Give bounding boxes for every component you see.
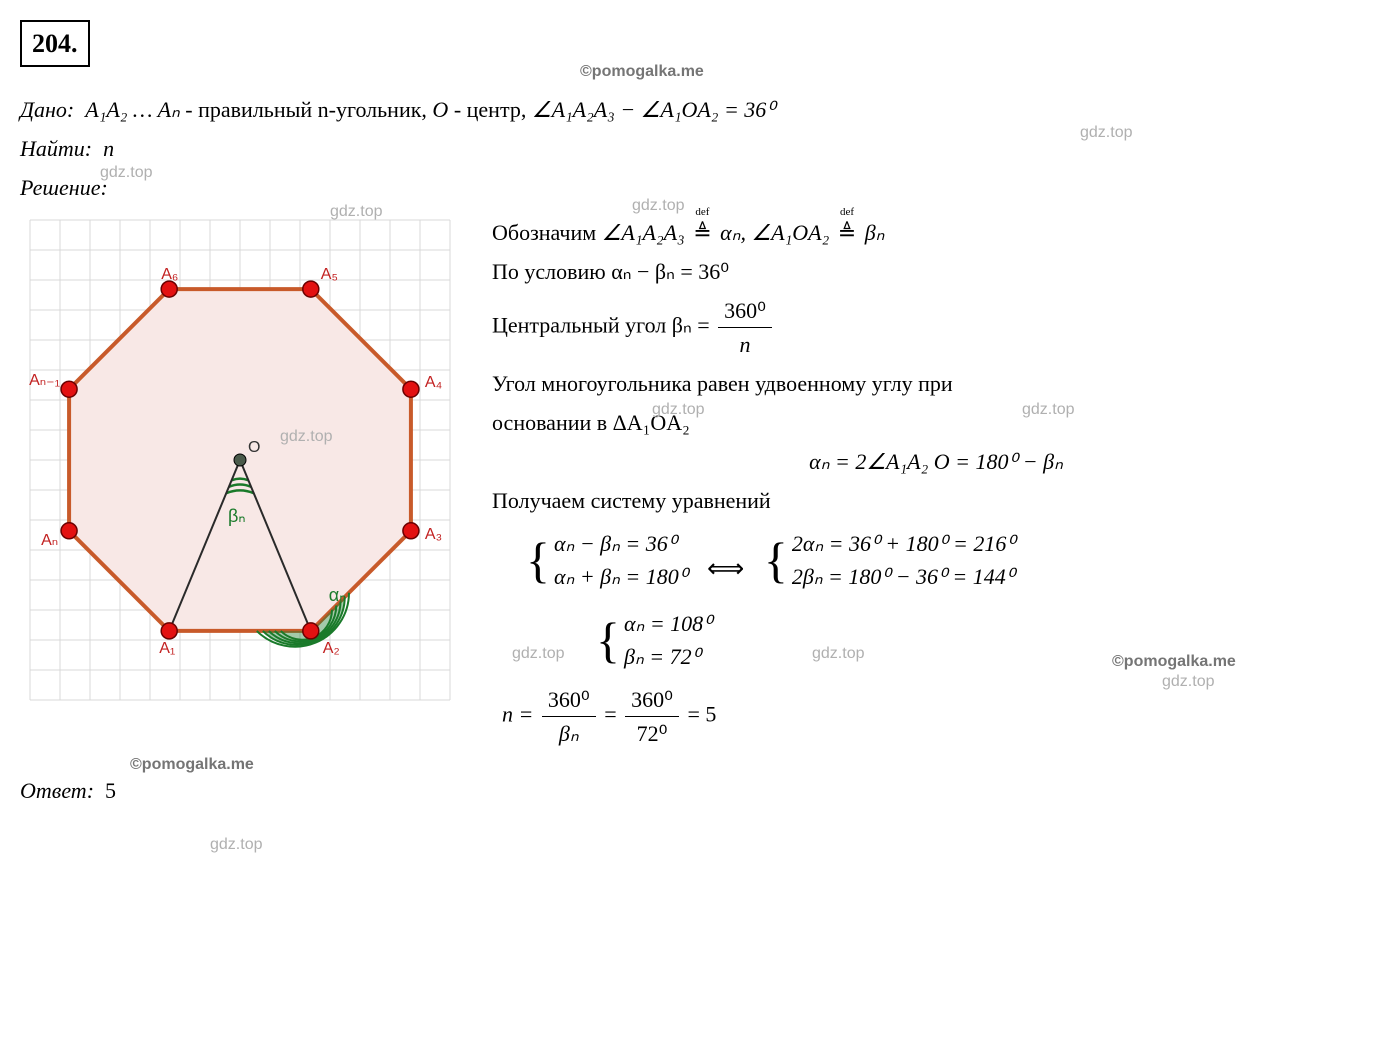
line2: По условию αₙ − βₙ = 36⁰ xyxy=(492,259,729,284)
line1-b: ∠A₁A₂A₃ xyxy=(602,220,685,245)
watermark-gdz: gdz.top xyxy=(812,642,864,666)
sys1-r2: αₙ + βₙ = 180⁰ xyxy=(554,560,688,593)
find-var: n xyxy=(98,136,115,161)
def-eq-icon: ≜ xyxy=(693,216,711,249)
svg-text:A₃: A₃ xyxy=(425,526,442,543)
line1-e: βₙ xyxy=(865,220,885,245)
frac-den: βₙ xyxy=(542,717,596,750)
polygon-diagram: A₁ A₂ A₃ A₄ A₅ A₆ Aₙ₋₁ Aₙ O βₙ αₙ xyxy=(20,210,460,710)
watermark-pomogalka: ©pomogalka.me xyxy=(130,753,254,777)
given-line: Дано: A₁A₂ … Aₙ - правильный n-угольник,… xyxy=(20,93,1380,126)
watermark-gdz: gdz.top xyxy=(1080,121,1132,145)
frac-num: 360⁰ xyxy=(718,294,772,328)
given-text-2: - центр, xyxy=(454,97,532,122)
watermark-gdz: gdz.top xyxy=(330,200,382,224)
fraction: 360⁰ n xyxy=(718,294,772,361)
watermark-gdz: gdz.top xyxy=(1162,670,1214,694)
svg-text:Aₙ: Aₙ xyxy=(41,532,58,549)
line4-a: Угол многоугольника равен удвоенному угл… xyxy=(492,371,953,396)
line1-a: Обозначим xyxy=(492,220,602,245)
solution-label: Решение: xyxy=(20,171,1380,204)
brace-icon: { xyxy=(526,536,550,584)
svg-text:A₄: A₄ xyxy=(425,374,442,391)
line3-a: Центральный угол βₙ = xyxy=(492,313,715,338)
solution-text: gdz.top Обозначим ∠A₁A₂A₃ ≜ αₙ, ∠A₁OA₂ ≜… xyxy=(492,210,1380,756)
fraction: 360⁰ βₙ xyxy=(542,683,596,750)
eq1: αₙ = 2∠A₁A₂ O = 180⁰ − βₙ xyxy=(492,445,1380,478)
frac-num: 360⁰ xyxy=(542,683,596,717)
svg-text:O: O xyxy=(248,439,260,456)
fraction: 360⁰ 72⁰ xyxy=(625,683,679,750)
iff-icon: ⟺ xyxy=(707,554,744,583)
watermark-gdz: gdz.top xyxy=(512,642,564,666)
system-3: { αₙ = 108⁰ βₙ = 72⁰ xyxy=(596,607,712,673)
line5: Получаем систему уравнений xyxy=(492,484,1380,517)
given-text-1: - правильный n-угольник, xyxy=(185,97,432,122)
diagram-column: gdz.top A₁A₂A₃A₄A₅A₆Aₙ₋₁Aₙ O βₙαₙ gdz.to… xyxy=(20,210,460,710)
problem-body: Дано: A₁A₂ … Aₙ - правильный n-угольник,… xyxy=(20,93,1380,807)
find-line: Найти: n xyxy=(20,132,1380,165)
svg-text:A₂: A₂ xyxy=(323,640,340,657)
watermark-gdz: gdz.top xyxy=(280,425,332,449)
svg-text:A₅: A₅ xyxy=(321,266,338,283)
svg-text:βₙ: βₙ xyxy=(228,506,246,526)
brace-icon: { xyxy=(764,536,788,584)
sys1-r1: αₙ − βₙ = 36⁰ xyxy=(554,527,688,560)
answer-label: Ответ: xyxy=(20,778,94,803)
system-2: { 2αₙ = 36⁰ + 180⁰ = 216⁰ 2βₙ = 180⁰ − 3… xyxy=(764,527,1015,593)
def-eq-icon: ≜ xyxy=(838,216,856,249)
watermark-gdz: gdz.top xyxy=(210,833,262,857)
answer-line: Ответ: 5 xyxy=(20,774,1380,807)
find-label: Найти: xyxy=(20,136,92,161)
frac-den: n xyxy=(718,328,772,361)
final-mid: = xyxy=(604,702,622,727)
polygon-notation: A₁A₂ … Aₙ xyxy=(85,97,180,122)
sys3-r2: βₙ = 72⁰ xyxy=(624,640,712,673)
watermark-gdz: gdz.top xyxy=(652,398,704,422)
watermark-pomogalka: ©pomogalka.me xyxy=(580,60,704,84)
frac-den: 72⁰ xyxy=(625,717,679,750)
sys3-r1: αₙ = 108⁰ xyxy=(624,607,712,640)
sys2-r1: 2αₙ = 36⁰ + 180⁰ = 216⁰ xyxy=(792,527,1015,560)
brace-icon: { xyxy=(596,616,620,664)
frac-num: 360⁰ xyxy=(625,683,679,717)
watermark-gdz: gdz.top xyxy=(100,161,152,185)
system-1: { αₙ − βₙ = 36⁰ αₙ + βₙ = 180⁰ xyxy=(526,527,688,593)
given-label: Дано: xyxy=(20,97,74,122)
watermark-gdz: gdz.top xyxy=(1022,398,1074,422)
svg-text:A₆: A₆ xyxy=(161,266,178,283)
final-end: = 5 xyxy=(687,702,716,727)
final-a: n = xyxy=(502,702,539,727)
svg-text:A₁: A₁ xyxy=(159,640,175,657)
svg-text:αₙ: αₙ xyxy=(329,585,347,605)
watermark-gdz: gdz.top xyxy=(632,194,684,218)
line1-d: ∠A₁OA₂ xyxy=(751,220,829,245)
line1-c: αₙ, xyxy=(720,220,751,245)
o-var: O xyxy=(432,97,448,122)
svg-text:Aₙ₋₁: Aₙ₋₁ xyxy=(29,372,60,389)
answer-value: 5 xyxy=(105,778,116,803)
angle-expr: ∠A₁A₂A₃ − ∠A₁OA₂ = 36⁰ xyxy=(532,97,775,122)
problem-number: 204. xyxy=(20,20,90,67)
sys2-r2: 2βₙ = 180⁰ − 36⁰ = 144⁰ xyxy=(792,560,1015,593)
